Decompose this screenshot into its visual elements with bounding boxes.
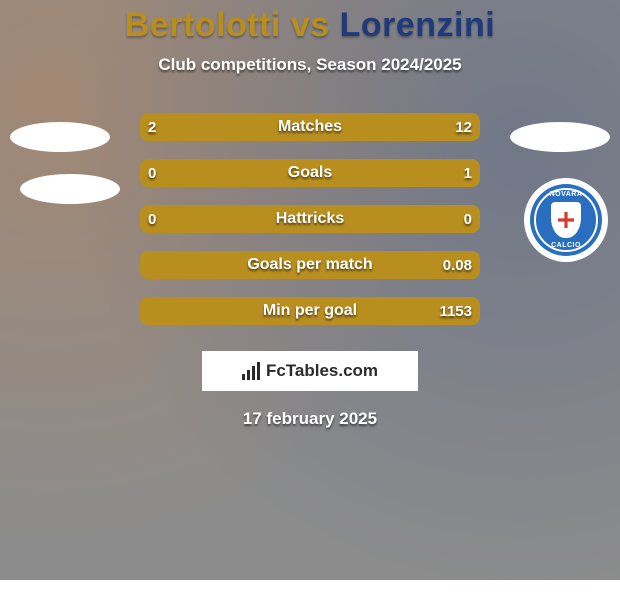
stats-comparison: 212Matches01Goals00Hattricks0.08Goals pe…: [0, 103, 620, 333]
fctables-brand-text: FcTables.com: [266, 361, 378, 381]
date-label: 17 february 2025: [0, 409, 620, 429]
subtitle: Club competitions, Season 2024/2025: [0, 55, 620, 75]
fctables-watermark: FcTables.com: [202, 351, 418, 391]
stat-row: 00Hattricks: [0, 195, 620, 241]
stat-label: Min per goal: [140, 297, 480, 325]
stat-label: Hattricks: [140, 205, 480, 233]
bar-chart-icon: [242, 362, 260, 380]
stat-label: Goals: [140, 159, 480, 187]
stat-label: Matches: [140, 113, 480, 141]
stat-row: 01Goals: [0, 149, 620, 195]
stat-row: 0.08Goals per match: [0, 241, 620, 287]
page-title: Bertolotti vs Lorenzini: [0, 6, 620, 45]
stat-row: 212Matches: [0, 103, 620, 149]
stat-label: Goals per match: [140, 251, 480, 279]
stat-row: 1153Min per goal: [0, 287, 620, 333]
